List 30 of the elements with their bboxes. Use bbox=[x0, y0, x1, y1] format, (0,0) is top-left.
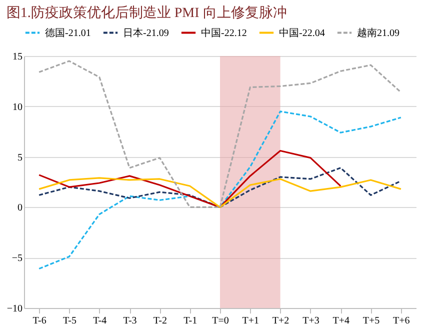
chart-title: 图1.防疫政策优化后制造业 PMI 向上修复脉冲 bbox=[6, 5, 287, 21]
legend-label: 越南21.09 bbox=[357, 26, 400, 39]
x-tick-label: T+1 bbox=[242, 316, 260, 326]
x-tick-label: T+5 bbox=[362, 316, 380, 326]
legend-label: 德国-21.01 bbox=[45, 28, 91, 39]
legend-label: 中国-22.12 bbox=[201, 26, 247, 39]
x-tick-label: T-2 bbox=[153, 316, 167, 326]
line-series bbox=[38, 177, 402, 208]
y-tick-label: 0 bbox=[18, 202, 22, 214]
y-tick-label: −10 bbox=[6, 304, 22, 314]
y-tick-label: −5 bbox=[12, 253, 22, 264]
line-series bbox=[38, 167, 402, 208]
line-series bbox=[38, 60, 402, 208]
x-tick-label: T+2 bbox=[272, 316, 290, 326]
y-tick-label: 5 bbox=[18, 152, 22, 164]
line-series bbox=[38, 150, 342, 208]
line-series bbox=[38, 110, 402, 270]
x-tick-label: T+6 bbox=[393, 316, 410, 326]
x-tick-label: T-3 bbox=[123, 316, 137, 326]
x-tick-label: T+3 bbox=[302, 316, 320, 326]
legend-label: 中国-22.04 bbox=[279, 26, 325, 39]
x-tick-label: T-4 bbox=[93, 316, 107, 326]
y-tick-label: 15 bbox=[12, 52, 22, 62]
x-tick-label: T-6 bbox=[32, 316, 46, 326]
legend-label: 日本-21.09 bbox=[123, 26, 169, 39]
x-tick-label: T-1 bbox=[184, 316, 198, 326]
x-tick-label: T=0 bbox=[212, 316, 229, 326]
x-tick-label: T-5 bbox=[62, 316, 76, 326]
y-tick-label: 10 bbox=[12, 102, 22, 113]
x-tick-label: T+4 bbox=[332, 316, 350, 326]
